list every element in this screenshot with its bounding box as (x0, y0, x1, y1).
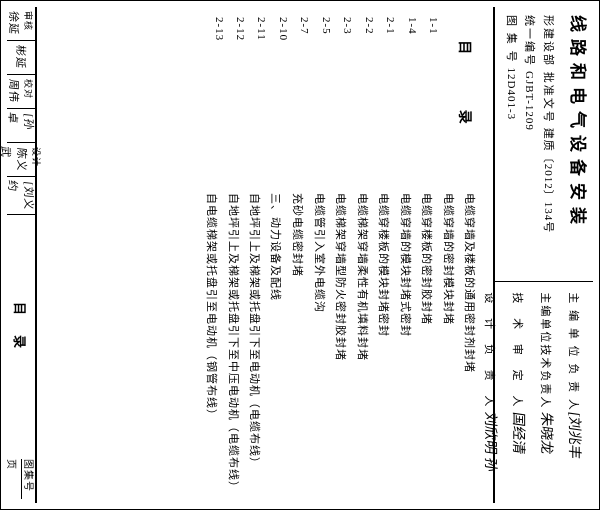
footer-title: 目录 (7, 215, 35, 455)
footer-strip: 审核徐延 彬延 校对周伟 [孙卓 设计陈义武 [刘义约 目录 图集号 页 (7, 7, 37, 503)
signature: [刘义约 (5, 179, 37, 211)
footer-cell: 校对周伟 (7, 75, 35, 109)
toc-body: 目 录 1-1 1-4 2-1 2-2 2-3 2-5 2-7 2-10 2-1… (39, 7, 485, 503)
toc-heading: 目 录 (455, 17, 475, 173)
toc-entry: 电缆管引入室外电缆沟 (308, 193, 329, 493)
signature: [孙卓 (5, 111, 37, 139)
toc-col-left: 目 录 1-1 1-4 2-1 2-2 2-3 2-5 2-7 2-10 2-1… (39, 7, 485, 183)
toc-col-right: 电缆穿墙及楼板的通用密封剂封堵 电缆穿墙的密封模块封堵 电缆穿楼板的密封胶封堵 … (39, 183, 485, 503)
header-left: 线路和电气设备安装 形建设部 批准文号建质〔2012〕134号 统一编号GJBT… (495, 7, 593, 282)
footer-tail: 图集号 页 (7, 455, 35, 503)
toc-entry: 2-1 (379, 17, 400, 173)
signature: 朱晓龙 (531, 410, 559, 456)
toc-entry: 2-13 (207, 17, 228, 173)
toc-entry: 电缆穿墙的模块封堵式密封 (393, 193, 414, 493)
meta-row: 形建设部 批准文号建质〔2012〕134号 (538, 15, 557, 273)
toc-entry: 2-3 (336, 17, 357, 173)
toc-entry: 电缆穿墙及楼板的通用密封剂封堵 (458, 193, 479, 493)
signature: 徐延 (7, 10, 23, 37)
toc-entry: 电缆梯架穿墙柔性有机填料封堵 (350, 193, 371, 493)
toc-entry: 2-7 (293, 17, 314, 173)
role-row: 技 术 审 定 人国经清 (503, 292, 531, 499)
doc-title: 线路和电气设备安装 (567, 15, 592, 273)
role-row: 主 编 单 位 负 责 人[刘兆丰 (559, 292, 587, 499)
toc-entry: 自地坪引上及梯架或托盘引下至中压电动机（电缆布线） (221, 193, 242, 493)
signature: 周伟 (7, 78, 23, 105)
toc-entry: 自电缆梯架或托盘引至电动机（钢管布线） (200, 193, 221, 493)
toc-entry: 2-12 (229, 17, 250, 173)
role-row: 主编单位技术负责人朱晓龙 (531, 292, 559, 499)
toc-entry: 自地坪引上及梯架或托盘引下至电动机（电缆布线） (243, 193, 264, 493)
toc-entry: 电缆穿墙的密封模块封堵 (436, 193, 457, 493)
signature: [刘兆丰 (559, 410, 587, 461)
meta-row: 统一编号GJBT-1209 (520, 15, 539, 273)
signature: 彬延 (13, 44, 29, 71)
footer-cell: [刘义约 (7, 177, 35, 215)
footer-cell: 设计陈义武 (7, 143, 35, 177)
doc-meta: 形建设部 批准文号建质〔2012〕134号 统一编号GJBT-1209 图 集 … (501, 15, 557, 273)
toc-entry: 1-4 (400, 17, 421, 173)
toc-entry: 1-1 (422, 17, 443, 173)
meta-row: 图 集 号12D401-3 (501, 15, 520, 273)
toc-entry: 电缆梯架穿墙型防火密封胶封堵 (329, 193, 350, 493)
signature: 国经清 (503, 410, 531, 456)
toc-entry: 2-10 (272, 17, 293, 173)
toc-entry: 充砂电缆密封堵 (286, 193, 307, 493)
toc-entry: 2-2 (357, 17, 378, 173)
header-block: 线路和电气设备安装 形建设部 批准文号建质〔2012〕134号 统一编号GJBT… (493, 7, 593, 503)
header-right: 主 编 单 位 负 责 人[刘兆丰 主编单位技术负责人朱晓龙 技 术 审 定 人… (495, 282, 593, 503)
footer-cell: 彬延 (7, 41, 35, 75)
footer-cell: [孙卓 (7, 109, 35, 143)
page-frame: 线路和电气设备安装 形建设部 批准文号建质〔2012〕134号 统一编号GJBT… (0, 0, 600, 510)
footer-cell: 审核徐延 (7, 7, 35, 41)
toc-entry: 电缆穿楼板的模块封堵密封 (372, 193, 393, 493)
toc-entry: 2-5 (314, 17, 335, 173)
toc-entry: 2-11 (250, 17, 271, 173)
page-inner: 线路和电气设备安装 形建设部 批准文号建质〔2012〕134号 统一编号GJBT… (7, 7, 593, 503)
toc-section: 三、动力设备及配线 (268, 193, 284, 493)
signature: 陈义武 (0, 145, 31, 173)
toc-entry: 电缆穿楼板的密封胶封堵 (415, 193, 436, 493)
